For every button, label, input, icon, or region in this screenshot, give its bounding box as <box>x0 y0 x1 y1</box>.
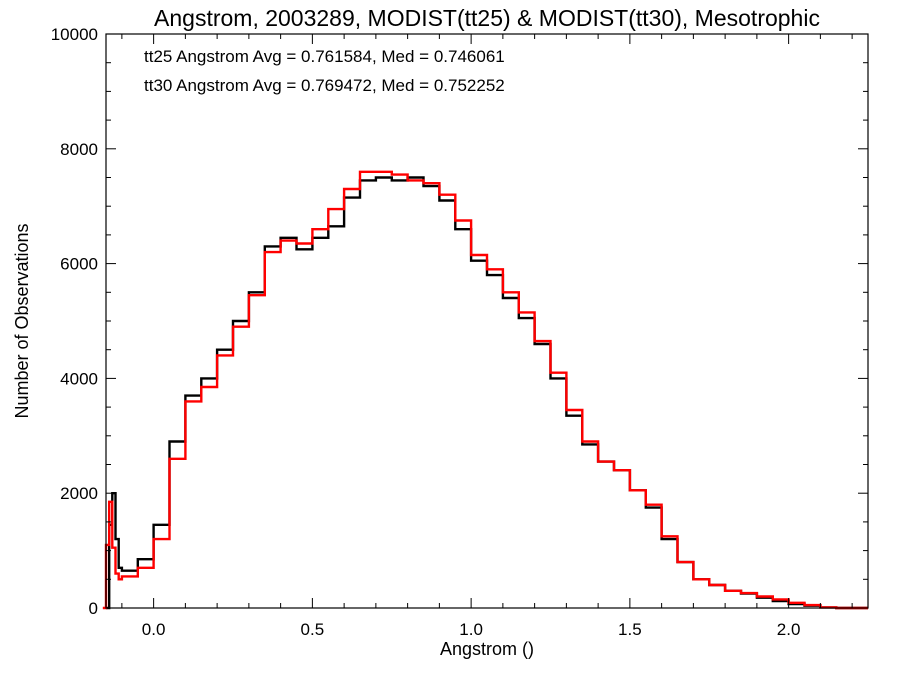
x-tick-label: 0.0 <box>142 620 166 639</box>
plot-axes: 0.0 0.5 1.0 1.5 2.0 0 2000 4000 6000 8000 10000 <box>51 25 869 639</box>
x-tick-label: 1.0 <box>459 620 483 639</box>
x-tick-label: 0.5 <box>301 620 325 639</box>
y-tick-label: 6000 <box>60 255 98 274</box>
y-tick-label: 0 <box>89 599 98 618</box>
x-tick-label: 2.0 <box>777 620 801 639</box>
y-tick-label: 4000 <box>60 369 98 388</box>
plot-frame <box>105 33 869 609</box>
plot-series <box>102 170 868 610</box>
series-line-1 <box>102 170 868 610</box>
annotation-tt25: tt25 Angstrom Avg = 0.761584, Med = 0.74… <box>144 47 505 66</box>
y-tick-label: 10000 <box>51 25 98 44</box>
annotation-tt30: tt30 Angstrom Avg = 0.769472, Med = 0.75… <box>144 76 505 95</box>
y-axis-label: Number of Observations <box>12 223 32 418</box>
y-tick-label: 2000 <box>60 484 98 503</box>
x-tick-label: 1.5 <box>618 620 642 639</box>
y-tick-label: 8000 <box>60 140 98 159</box>
chart-title: Angstrom, 2003289, MODIST(tt25) & MODIST… <box>154 5 820 31</box>
x-axis-label: Angstrom () <box>440 639 534 659</box>
series-line-0 <box>106 176 868 610</box>
